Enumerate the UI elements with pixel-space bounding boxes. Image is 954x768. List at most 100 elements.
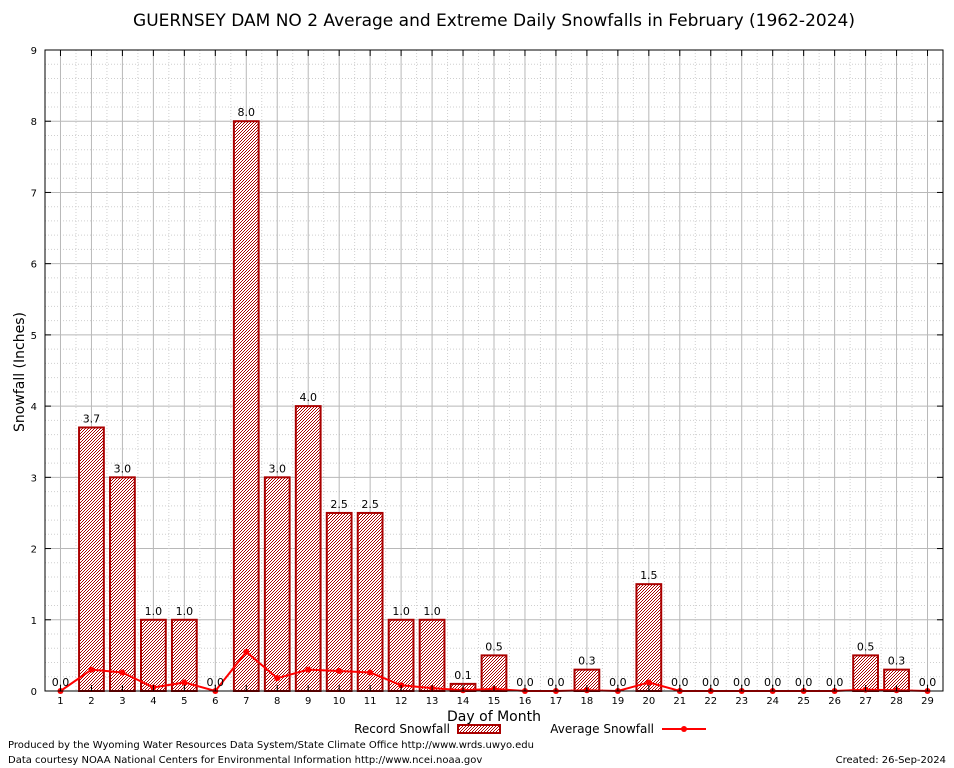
average-snowfall-point bbox=[645, 679, 652, 686]
legend-record-swatch bbox=[457, 724, 501, 734]
bar-value-label: 1.0 bbox=[423, 605, 441, 618]
average-snowfall-point bbox=[88, 666, 95, 673]
average-snowfall-point bbox=[367, 669, 374, 676]
x-tick-label: 2 bbox=[88, 696, 94, 707]
bar-record-snowfall bbox=[263, 476, 291, 693]
footer-data-courtesy: Data courtesy NOAA National Centers for … bbox=[8, 755, 482, 766]
x-tick-label: 19 bbox=[611, 696, 624, 707]
x-tick-label: 9 bbox=[305, 696, 311, 707]
bar-record-snowfall bbox=[387, 618, 415, 692]
x-tick-label: 21 bbox=[673, 696, 686, 707]
x-tick-label: 13 bbox=[426, 696, 439, 707]
bar-value-label: 8.0 bbox=[238, 106, 256, 119]
legend-average-marker bbox=[681, 726, 687, 732]
bar-value-label: 1.0 bbox=[392, 605, 410, 618]
average-snowfall-point bbox=[305, 666, 312, 673]
x-tick-label: 4 bbox=[150, 696, 156, 707]
grid bbox=[44, 49, 944, 692]
x-tick-label: 29 bbox=[921, 696, 934, 707]
bar-value-label: 3.7 bbox=[83, 412, 101, 425]
bar-record-snowfall bbox=[418, 618, 446, 692]
x-tick-label: 6 bbox=[212, 696, 218, 707]
y-tick-label: 6 bbox=[31, 260, 37, 271]
bar-data-labels: 0.0 3.7 3.0 1.0 1.0 0.0 8.0 3.0 4.0 2.5 2.5 1.0 1.0 0… bbox=[52, 106, 937, 689]
bar-value-label: 3.0 bbox=[114, 462, 132, 475]
x-tick-label: 16 bbox=[519, 696, 532, 707]
y-tick-label: 4 bbox=[31, 402, 37, 413]
bar-record-snowfall bbox=[139, 618, 167, 692]
bar-record-snowfall bbox=[356, 511, 384, 693]
x-tick-label: 1 bbox=[57, 696, 63, 707]
bar-value-label: 1.0 bbox=[145, 605, 163, 618]
y-tick-label: 2 bbox=[31, 545, 37, 556]
x-tick-label: 7 bbox=[243, 696, 249, 707]
bar-value-label: 0.0 bbox=[52, 676, 70, 689]
bar-value-label: 0.0 bbox=[764, 676, 782, 689]
bar-record-snowfall bbox=[109, 476, 136, 693]
bar-value-label: 0.1 bbox=[454, 669, 472, 682]
y-tick-label: 5 bbox=[31, 331, 37, 342]
x-tick-label: 14 bbox=[457, 696, 470, 707]
bar-record-snowfall bbox=[294, 405, 322, 692]
legend: Record Snowfall Average Snowfall bbox=[354, 722, 706, 736]
bar-value-label: 1.0 bbox=[176, 605, 194, 618]
x-tick-label: 10 bbox=[333, 696, 346, 707]
bar-value-label: 0.3 bbox=[578, 655, 596, 668]
average-snowfall-point bbox=[274, 675, 281, 682]
footer-produced-by: Produced by the Wyoming Water Resources … bbox=[8, 740, 534, 751]
bar-value-label: 0.0 bbox=[702, 676, 720, 689]
bar-value-label: 0.3 bbox=[888, 655, 906, 668]
bar-value-label: 0.0 bbox=[733, 676, 751, 689]
x-tick-label: 27 bbox=[859, 696, 872, 707]
bar-value-label: 0.0 bbox=[919, 676, 937, 689]
average-snowfall-point bbox=[119, 669, 126, 676]
x-tick-label: 8 bbox=[274, 696, 280, 707]
y-tick-label: 7 bbox=[31, 188, 37, 199]
x-tick-label: 12 bbox=[395, 696, 408, 707]
y-axis-label: Snowfall (Inches) bbox=[12, 312, 28, 432]
x-tick-label: 26 bbox=[828, 696, 841, 707]
x-tick-label: 5 bbox=[181, 696, 187, 707]
x-tick-label: 24 bbox=[766, 696, 779, 707]
x-axis-ticks: 1 2 3 4 5 6 7 8 9 10 11 12 13 14 15 16 17 18 19 20 21 22 23 24 2… bbox=[57, 50, 934, 707]
bar-value-label: 0.5 bbox=[485, 640, 503, 653]
bar-value-label: 2.5 bbox=[330, 498, 348, 511]
average-snowfall-point bbox=[336, 668, 343, 675]
x-tick-label: 3 bbox=[119, 696, 125, 707]
x-tick-label: 25 bbox=[797, 696, 810, 707]
bar-value-label: 2.5 bbox=[361, 498, 379, 511]
x-tick-label: 23 bbox=[735, 696, 748, 707]
x-tick-label: 20 bbox=[642, 696, 655, 707]
average-snowfall-point bbox=[181, 679, 188, 686]
bar-value-label: 0.0 bbox=[671, 676, 689, 689]
x-tick-label: 11 bbox=[364, 696, 377, 707]
legend-average-label: Average Snowfall bbox=[550, 722, 654, 736]
y-tick-label: 8 bbox=[31, 117, 37, 128]
bar-value-label: 0.0 bbox=[207, 676, 225, 689]
bar-value-label: 0.0 bbox=[547, 676, 565, 689]
bar-value-label: 1.5 bbox=[640, 569, 658, 582]
footer-created: Created: 26-Sep-2024 bbox=[836, 755, 946, 766]
y-tick-label: 9 bbox=[31, 46, 37, 57]
y-tick-label: 1 bbox=[31, 616, 37, 627]
bar-record-snowfall bbox=[232, 120, 260, 692]
x-tick-label: 22 bbox=[704, 696, 717, 707]
bar-value-label: 4.0 bbox=[299, 391, 317, 404]
bar-value-label: 0.0 bbox=[826, 676, 844, 689]
bar-value-label: 0.0 bbox=[795, 676, 813, 689]
x-tick-label: 28 bbox=[890, 696, 903, 707]
x-tick-label: 17 bbox=[550, 696, 563, 707]
bar-value-label: 0.0 bbox=[516, 676, 534, 689]
x-axis-label: Day of Month bbox=[447, 709, 541, 725]
chart-title: GUERNSEY DAM NO 2 Average and Extreme Da… bbox=[133, 11, 855, 31]
y-tick-label: 0 bbox=[31, 687, 37, 698]
average-snowfall-point bbox=[243, 648, 250, 655]
bar-record-snowfall bbox=[78, 426, 105, 692]
x-tick-label: 18 bbox=[581, 696, 594, 707]
y-tick-label: 3 bbox=[31, 473, 37, 484]
bar-value-label: 0.0 bbox=[609, 676, 627, 689]
legend-record-label: Record Snowfall bbox=[354, 722, 450, 736]
x-tick-label: 15 bbox=[488, 696, 501, 707]
bar-value-label: 0.5 bbox=[857, 640, 875, 653]
